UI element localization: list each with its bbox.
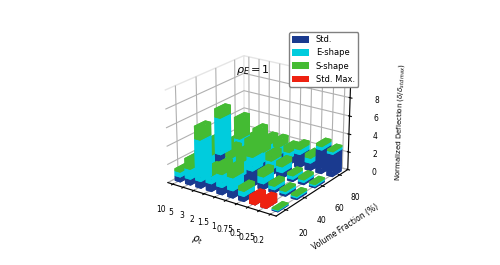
Y-axis label: Volume Fraction (%): Volume Fraction (%) — [311, 203, 380, 252]
X-axis label: $\rho_t$: $\rho_t$ — [190, 232, 204, 247]
Text: $\rho_E=1$: $\rho_E=1$ — [236, 63, 270, 77]
Legend: Std., E-shape, S-shape, Std. Max.: Std., E-shape, S-shape, Std. Max. — [289, 32, 358, 87]
